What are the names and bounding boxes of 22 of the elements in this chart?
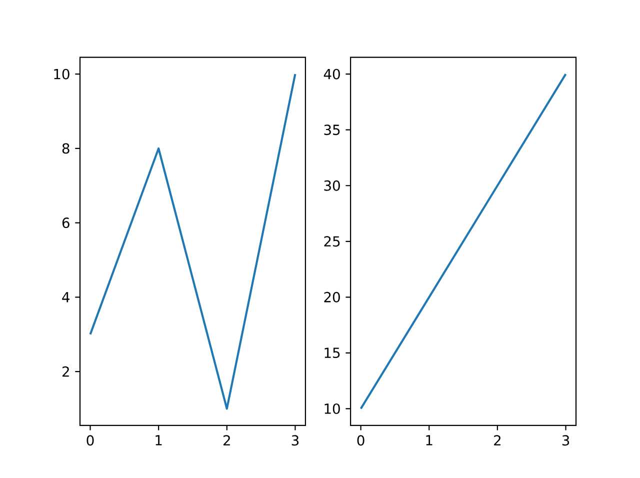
- x-tick-label: 1: [156, 435, 162, 446]
- y-tick-label: 2: [62, 366, 69, 377]
- y-tick-label: 20: [324, 292, 340, 302]
- y-tick-label: 4: [62, 292, 70, 302]
- y-tick-label: 25: [324, 236, 340, 247]
- x-tick-label: 2: [494, 435, 500, 446]
- y-tick-label: 10: [324, 403, 340, 414]
- x-tick-label: 2: [224, 435, 230, 446]
- x-tick-label: 0: [357, 435, 364, 446]
- y-tick-label: 10: [54, 68, 70, 80]
- line-series: [360, 73, 567, 410]
- x-tick-label: 0: [86, 435, 94, 446]
- line-series: [89, 73, 296, 410]
- y-tick-label: 8: [62, 143, 70, 154]
- x-tick-label: 3: [292, 435, 299, 446]
- y-tick-label: 15: [324, 348, 340, 358]
- y-tick-label: 35: [324, 124, 340, 136]
- y-tick-label: 40: [324, 68, 340, 80]
- y-tick-label: 6: [62, 218, 70, 228]
- x-tick-label: 1: [426, 435, 432, 446]
- y-tick-label: 30: [324, 180, 340, 191]
- x-tick-label: 3: [562, 435, 570, 446]
